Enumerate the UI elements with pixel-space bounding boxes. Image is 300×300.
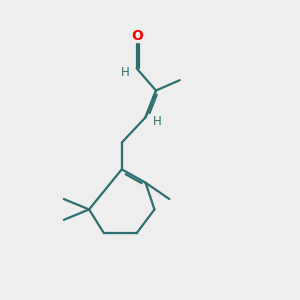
Text: H: H xyxy=(121,66,130,79)
Text: O: O xyxy=(131,29,143,43)
Text: H: H xyxy=(152,115,161,128)
